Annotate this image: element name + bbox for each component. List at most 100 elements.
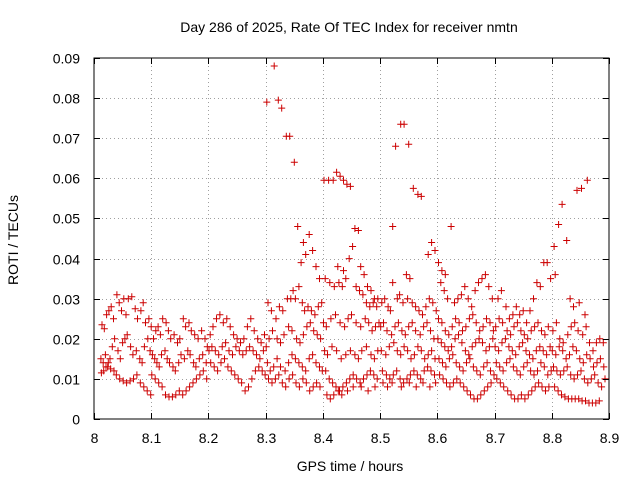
roti-point <box>480 387 488 395</box>
roti-point <box>386 375 394 383</box>
roti-point <box>306 387 314 395</box>
roti-point <box>152 327 160 335</box>
roti-point <box>199 351 207 359</box>
roti-point <box>213 315 220 323</box>
roti-point <box>163 355 171 363</box>
roti-point <box>520 363 528 371</box>
roti-point <box>143 387 151 395</box>
roti-point <box>546 343 554 351</box>
roti-point <box>229 351 236 359</box>
roti-point <box>351 351 359 359</box>
roti-point <box>356 379 364 387</box>
roti-point <box>338 283 346 291</box>
roti-point <box>428 347 436 355</box>
roti-point <box>487 367 494 375</box>
roti-point <box>548 347 556 355</box>
roti-point <box>583 351 591 359</box>
roti-point <box>357 263 365 271</box>
roti-point <box>226 323 234 331</box>
roti-point <box>175 387 183 395</box>
roti-point <box>484 383 492 391</box>
roti-point <box>211 347 219 355</box>
roti-point <box>370 371 378 379</box>
roti-point <box>332 311 339 319</box>
roti-point <box>420 367 428 375</box>
roti-point <box>317 335 325 343</box>
roti-point <box>335 279 343 287</box>
roti-point <box>148 351 156 359</box>
roti-point <box>258 367 266 375</box>
roti-point <box>393 347 401 355</box>
roti-point <box>594 379 602 387</box>
roti-point <box>274 96 282 104</box>
roti-point <box>324 351 331 359</box>
roti-point <box>576 355 584 363</box>
roti-point <box>238 379 246 387</box>
roti-point <box>567 323 575 331</box>
roti-point <box>192 375 200 383</box>
roti-point <box>494 295 502 303</box>
roti-point <box>222 339 230 347</box>
roti-point <box>368 327 376 335</box>
roti-point <box>257 339 265 347</box>
roti-point <box>253 351 260 359</box>
x-tick-label: 8.4 <box>314 430 334 446</box>
roti-point <box>265 335 273 343</box>
roti-point <box>443 379 450 387</box>
roti-point <box>423 319 431 327</box>
roti-point <box>464 295 472 303</box>
roti-point <box>435 315 442 323</box>
roti-point <box>309 383 317 391</box>
roti-point <box>412 327 420 335</box>
y-tick-label: 0 <box>72 412 80 428</box>
roti-point <box>572 347 580 355</box>
roti-point <box>457 291 465 299</box>
roti-point <box>500 383 508 391</box>
roti-point <box>510 323 518 331</box>
roti-point <box>441 327 449 335</box>
roti-point <box>388 379 396 387</box>
y-tick-label: 0.04 <box>53 252 80 268</box>
roti-point <box>461 347 469 355</box>
roti-point <box>299 239 307 246</box>
roti-point <box>544 371 552 379</box>
x-tick-label: 8 <box>91 430 99 446</box>
roti-point <box>573 186 581 194</box>
roti-point <box>414 343 422 351</box>
y-tick-labels: 0 0.01 0.02 0.03 0.04 0.05 0.06 0.07 0.08 0.09 <box>53 51 80 428</box>
roti-point <box>215 351 223 359</box>
roti-point <box>290 158 298 166</box>
roti-point <box>242 347 250 355</box>
roti-point <box>531 323 539 331</box>
roti-point <box>305 231 313 238</box>
roti-point <box>489 327 497 335</box>
roti-point <box>476 327 484 335</box>
roti-point <box>345 255 353 263</box>
roti-point <box>171 367 179 375</box>
roti-point <box>184 347 192 355</box>
roti-point <box>167 335 175 343</box>
roti-point <box>158 351 165 359</box>
roti-point <box>517 327 525 335</box>
roti-point <box>364 283 371 291</box>
roti-point <box>587 375 595 383</box>
roti-point <box>382 371 390 379</box>
roti-point <box>156 331 164 339</box>
roti-point <box>438 319 446 327</box>
roti-point <box>439 359 446 367</box>
roti-point <box>176 335 184 343</box>
roti-point <box>472 339 480 347</box>
roti-point <box>271 375 279 383</box>
roti-point <box>392 142 400 150</box>
roti-point <box>230 331 238 339</box>
roti-point <box>498 339 506 347</box>
y-tick-label: 0.06 <box>53 171 80 187</box>
roti-point <box>110 315 117 323</box>
roti-point <box>177 351 185 359</box>
roti-point <box>172 391 180 399</box>
roti-point <box>217 359 225 367</box>
roti-point <box>245 383 252 391</box>
roti-point <box>289 287 297 295</box>
y-axis-label: ROTI / TECUs <box>5 195 21 285</box>
roti-point <box>405 323 413 331</box>
